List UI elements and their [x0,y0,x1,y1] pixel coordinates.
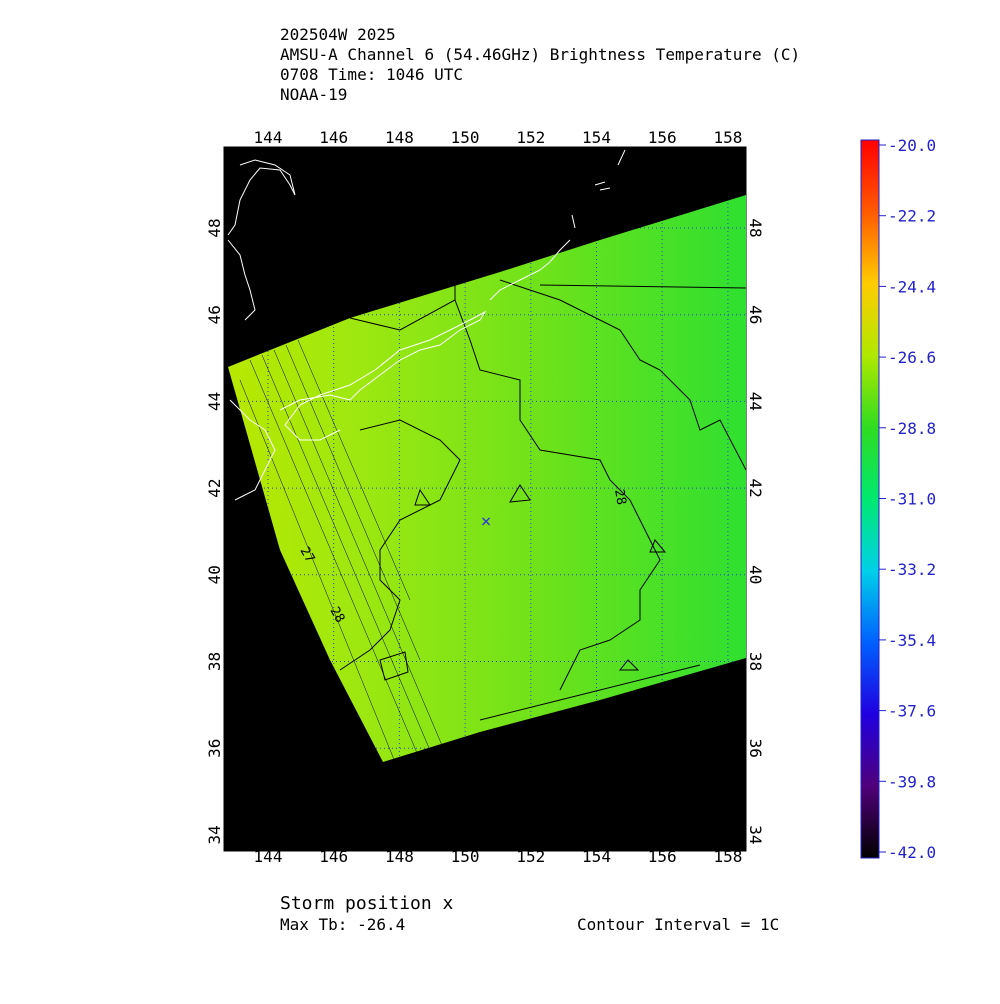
lat-label: 42 [746,478,765,497]
lon-label: 152 [516,847,545,866]
colorbar-label: -39.8 [888,772,936,791]
lon-label: 154 [582,128,611,147]
storm-note: Storm position x [280,893,454,914]
colorbar [860,139,880,859]
colorbar-label: -33.2 [888,560,936,579]
lon-label: 150 [451,128,480,147]
colorbar-label: -31.0 [888,490,936,509]
lon-labels: 144 144 146 146 148 148 150 150 152 152 154 154 156 1… [254,128,743,866]
lat-label: 48 [746,218,765,237]
lat-label: 40 [746,565,765,584]
lat-label: 36 [205,739,224,758]
colorbar-label: -24.4 [888,277,936,296]
lat-label: 42 [205,478,224,497]
lon-label: 146 [319,847,348,866]
lon-label: 144 [254,128,283,147]
coastline [227,149,626,501]
colorbar-label: -35.4 [888,631,936,650]
lon-label: 156 [648,847,677,866]
lon-label: 146 [319,128,348,147]
lat-label: 40 [205,565,224,584]
colorbar-label: -20.0 [888,136,936,155]
colorbar-label: -37.6 [888,702,936,721]
lon-label: 150 [451,847,480,866]
title-line: 202504W 2025 [280,25,396,44]
colorbar-labels: -20.0 -22.2 -24.4 -26.6 -28.8 -31.0 -33.2 -35.4… [879,136,936,862]
lat-label: 46 [205,305,224,324]
storm-marker: × [481,511,492,532]
lon-label: 154 [582,847,611,866]
max-tb: Max Tb: -26.4 [280,915,405,934]
lon-label: 144 [254,847,283,866]
title-line: NOAA-19 [280,85,347,104]
title-line: AMSU-A Channel 6 (54.46GHz) Brightness T… [280,45,800,64]
colorbar-label: -22.2 [888,207,936,226]
colorbar-label: -26.6 [888,348,936,367]
lat-label: 38 [746,652,765,671]
swath [228,195,746,762]
colorbar-label: -42.0 [888,843,936,862]
lat-label: 46 [746,305,765,324]
lon-label: 158 [713,128,742,147]
lat-label: 44 [205,392,224,411]
lon-label: 148 [385,128,414,147]
lat-label: 38 [205,652,224,671]
contour-label: 27 [297,545,318,566]
hatch [239,339,445,762]
title-line: 0708 Time: 1046 UTC [280,65,463,84]
lat-label: 44 [746,392,765,411]
colorbar-label: -28.8 [888,419,936,438]
header: 202504W 2025 AMSU-A Channel 6 (54.46GHz)… [280,25,800,104]
lon-label: 152 [516,128,545,147]
contours [339,278,747,721]
contour-labels: 28 27 28 [297,488,629,625]
contour-label: 28 [611,488,628,506]
lon-label: 156 [648,128,677,147]
lat-label: 34 [205,825,224,844]
lat-label: 34 [746,825,765,844]
lat-label: 48 [205,218,224,237]
contour-label: 28 [327,605,348,626]
lat-label: 36 [746,739,765,758]
lon-label: 148 [385,847,414,866]
contour-interval: Contour Interval = 1C [577,915,779,934]
lon-label: 158 [713,847,742,866]
lat-labels: 48 48 46 46 44 44 42 42 40 40 38 38 36 36 34 34 [205,218,765,844]
